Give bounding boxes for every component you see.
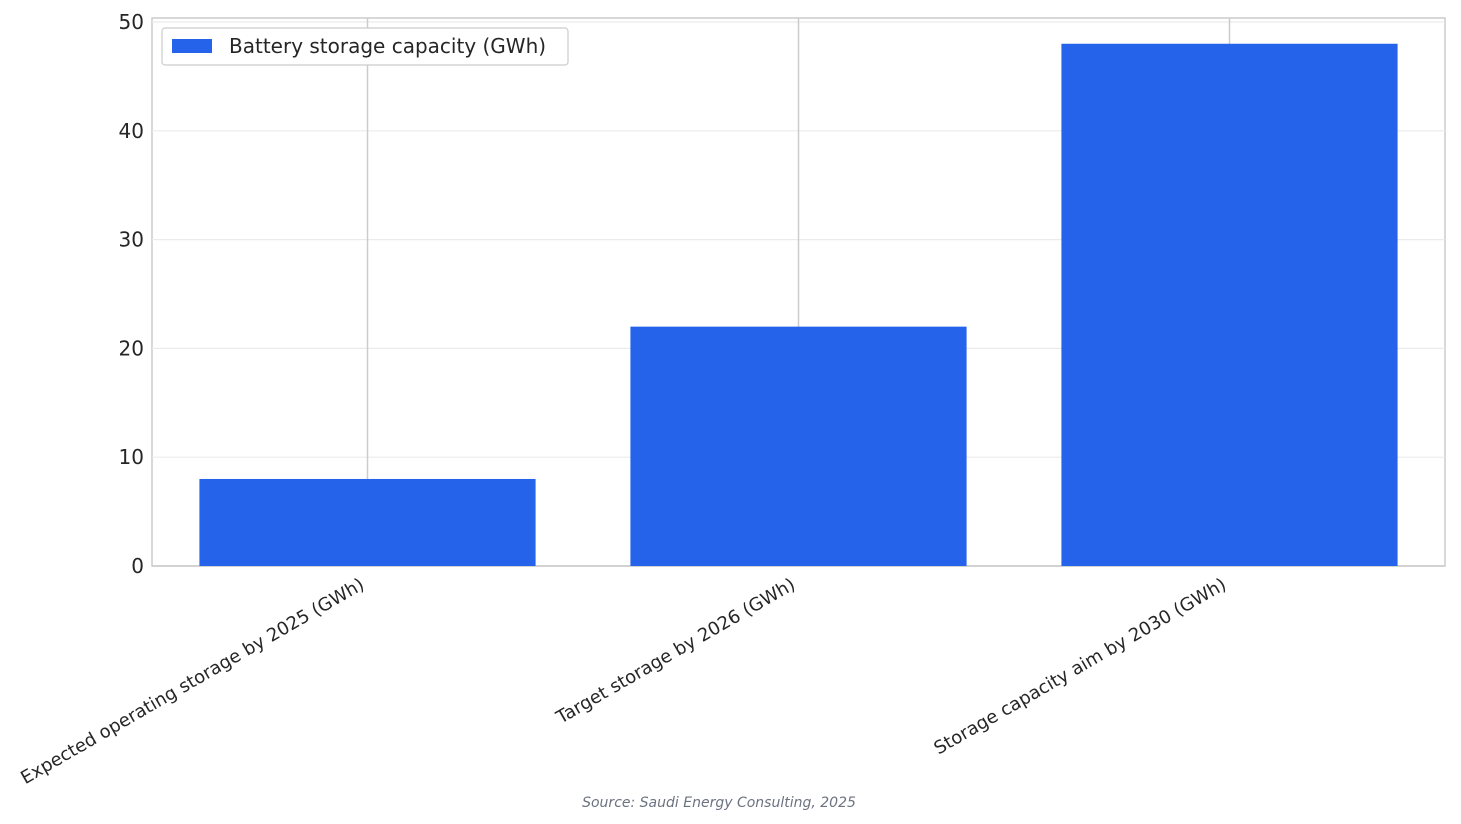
bar <box>630 326 967 566</box>
bars <box>199 43 1398 566</box>
x-tick-label: Expected operating storage by 2025 (GWh) <box>17 574 368 789</box>
x-tick-label: Storage capacity aim by 2030 (GWh) <box>931 574 1230 759</box>
y-tick-label: 40 <box>119 119 144 143</box>
legend-box <box>161 27 569 66</box>
legend: Battery storage capacity (GWh) <box>161 27 569 66</box>
y-tick-label: 20 <box>119 336 144 360</box>
y-tick-label: 10 <box>119 445 144 469</box>
y-tick-label: 50 <box>119 10 144 34</box>
x-tick-label: Target storage by 2026 (GWh) <box>552 574 799 729</box>
bar <box>1061 43 1398 566</box>
legend-swatch <box>172 39 212 53</box>
y-tick-label: 30 <box>119 228 144 252</box>
y-tick-label: 0 <box>131 554 144 578</box>
legend-entry: Battery storage capacity (GWh) <box>229 34 546 58</box>
x-axis-ticks: Expected operating storage by 2025 (GWh)… <box>17 574 1230 789</box>
y-axis-ticks: 0 10 20 30 40 50 <box>119 10 144 578</box>
source-note: Source: Saudi Energy Consulting, 2025 <box>582 795 856 811</box>
bar <box>199 478 536 566</box>
